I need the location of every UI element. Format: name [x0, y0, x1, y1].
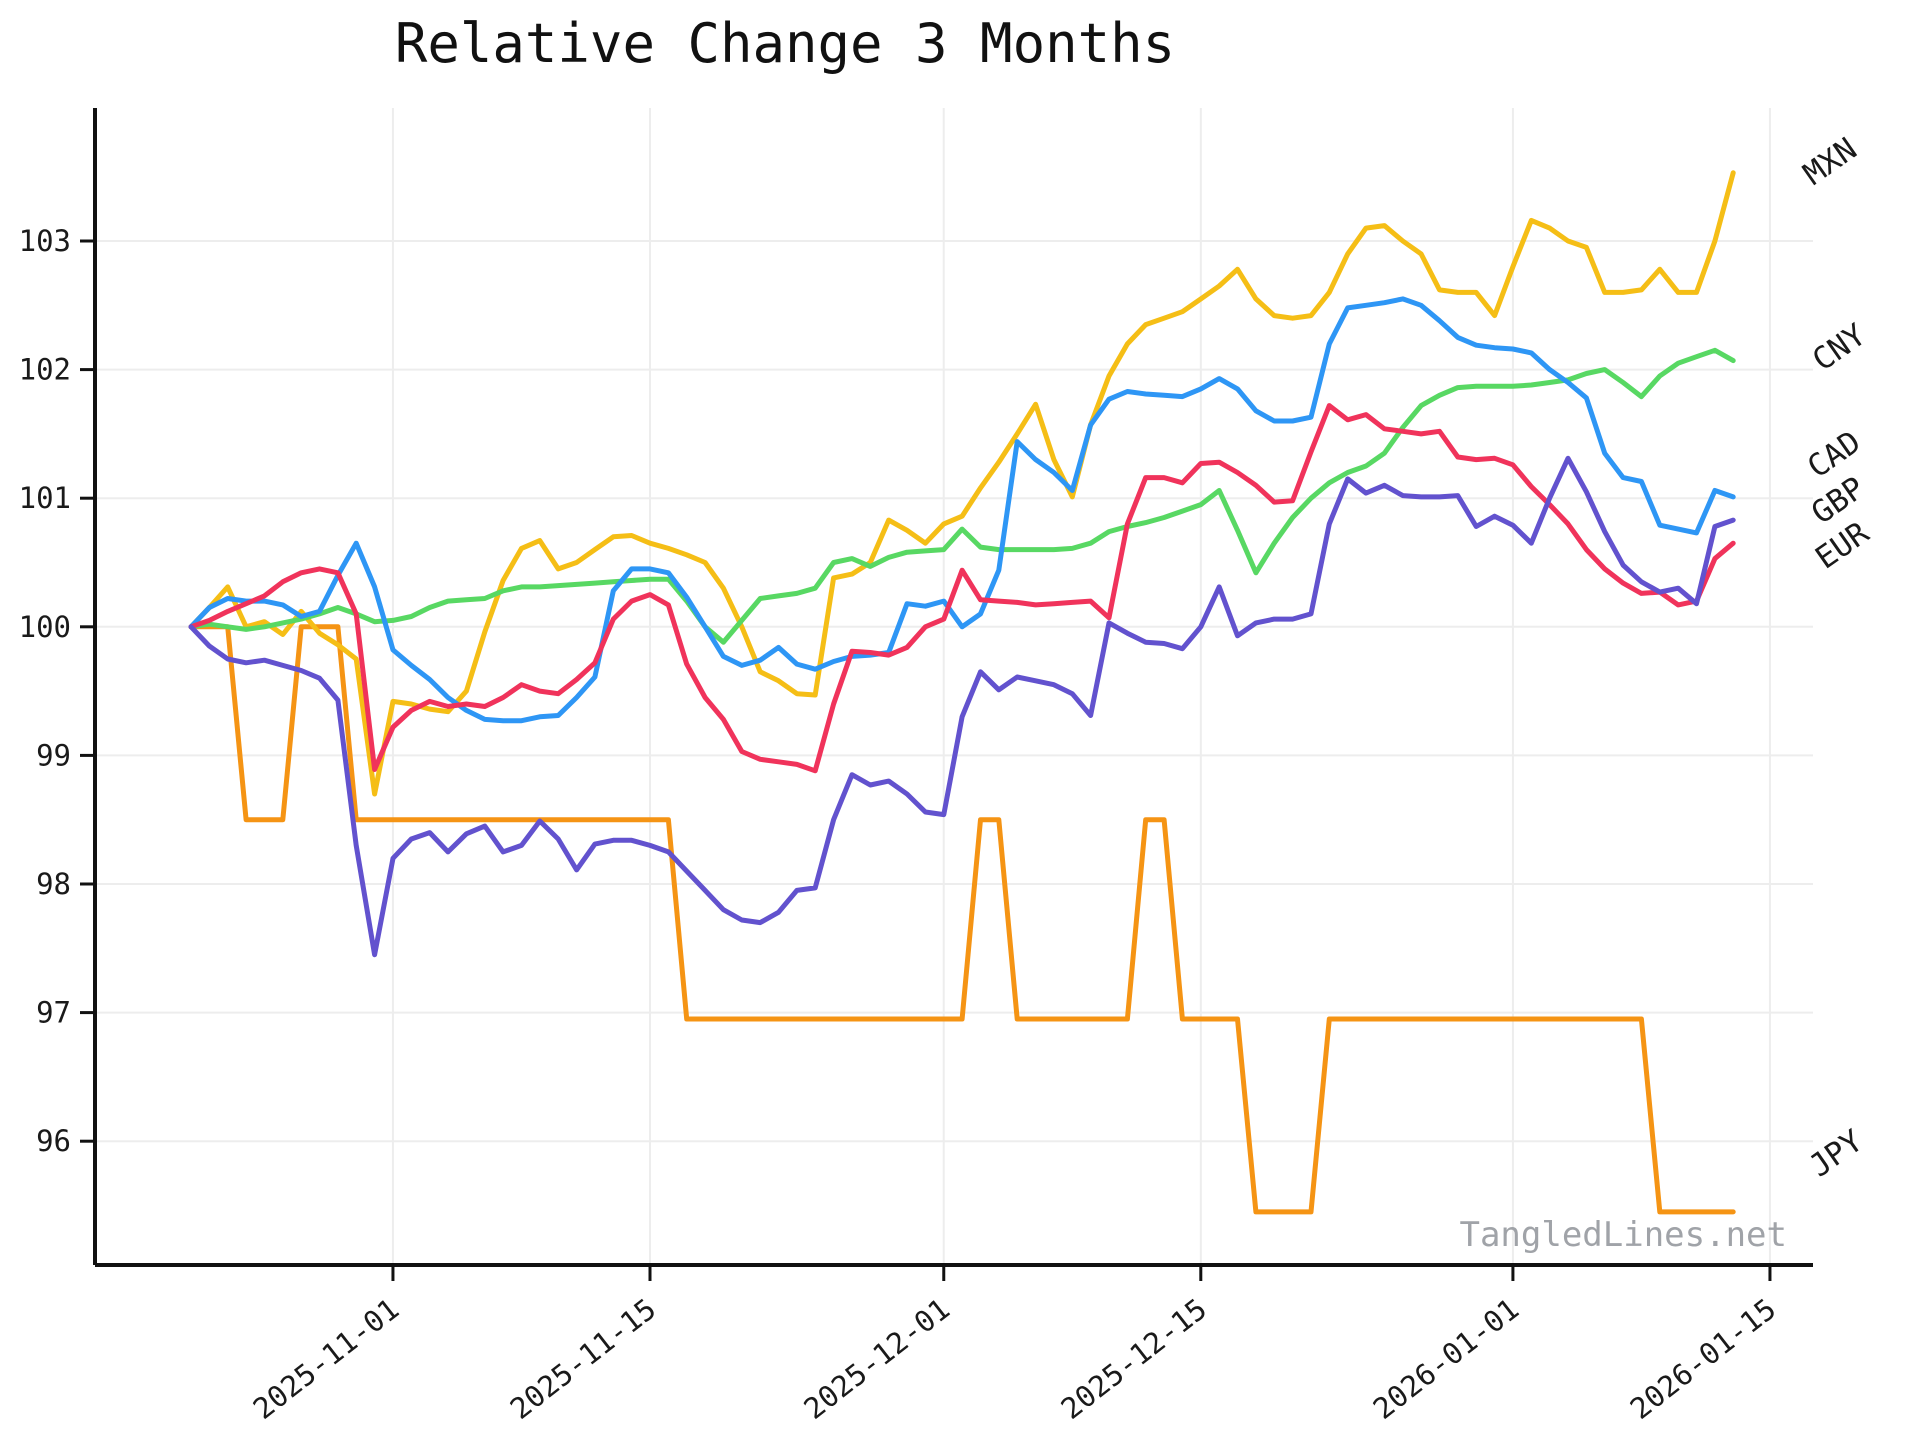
- y-axis-ticks: 96 97 98 99 100 101 102 103: [19, 224, 95, 1158]
- legend-label-eur: EUR: [1809, 515, 1876, 577]
- series-line-jpy: [188, 624, 1736, 1215]
- y-tick-label-96: 96: [36, 1124, 71, 1158]
- chart-title: Relative Change 3 Months: [394, 12, 1176, 75]
- gridlines: [95, 108, 1813, 1265]
- y-tick-label-99: 99: [36, 738, 71, 772]
- y-tick-label-98: 98: [36, 867, 71, 901]
- legend-label-jpy: JPY: [1803, 1123, 1870, 1185]
- y-tick-label-100: 100: [19, 610, 71, 644]
- axes-spines: [93, 108, 1813, 1267]
- x-tick-label-2026-01-01: 2026-01-01: [1367, 1292, 1526, 1426]
- y-tick-label-102: 102: [19, 353, 71, 387]
- x-tick-label-2025-12-01: 2025-12-01: [798, 1292, 957, 1426]
- series-line-gbp: [188, 455, 1736, 958]
- legend-label-cny: CNY: [1806, 317, 1873, 379]
- legend-label-mxn: MXN: [1797, 131, 1864, 193]
- x-tick-label-2025-11-01: 2025-11-01: [247, 1292, 406, 1426]
- x-tick-label-2026-01-15: 2026-01-15: [1624, 1292, 1783, 1426]
- y-tick-label-97: 97: [36, 996, 71, 1030]
- series-lines: [188, 170, 1736, 1215]
- x-tick-label-2025-11-15: 2025-11-15: [504, 1292, 663, 1426]
- y-tick-label-101: 101: [19, 481, 71, 515]
- legend-label-cad: CAD: [1801, 424, 1868, 486]
- series-line-cad: [188, 296, 1736, 724]
- x-tick-label-2025-12-15: 2025-12-15: [1055, 1292, 1214, 1426]
- x-axis-ticks: 2025-11-01 2025-11-15 2025-12-01 2025-12-15…: [247, 1265, 1783, 1426]
- series-line-cny: [188, 347, 1736, 645]
- watermark: TangledLines.net: [1459, 1215, 1787, 1255]
- y-tick-label-103: 103: [19, 224, 71, 258]
- series-line-mxn: [188, 170, 1736, 797]
- series-line-eur: [188, 403, 1736, 774]
- legend-label-gbp: GBP: [1805, 470, 1872, 532]
